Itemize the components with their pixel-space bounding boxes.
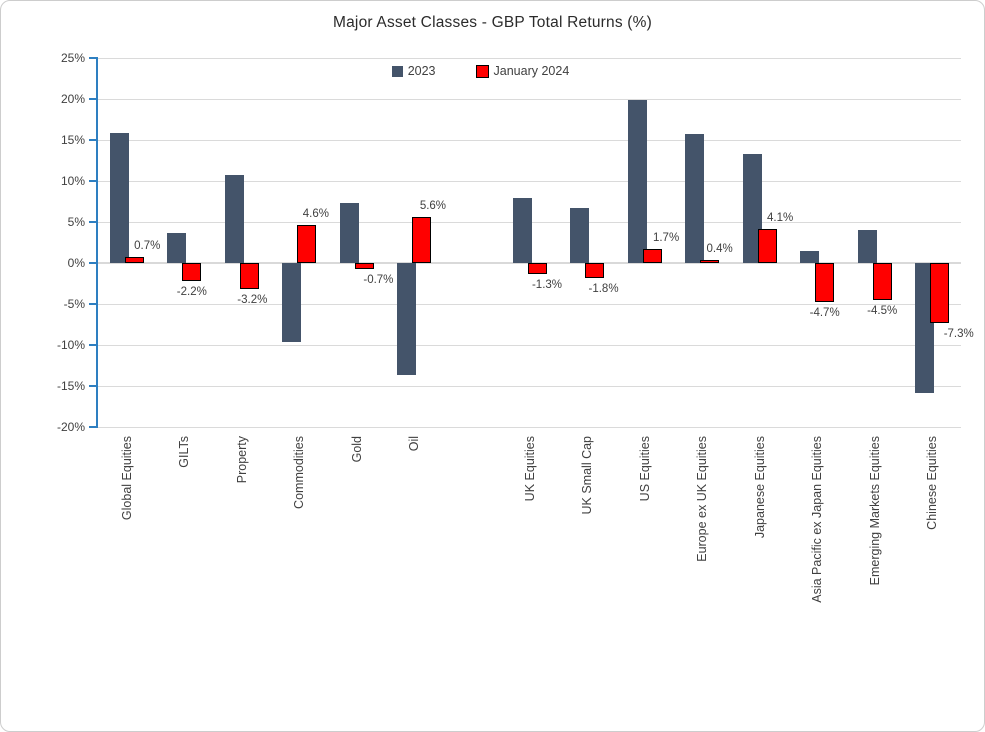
bar-jan-2024-gilts [182, 263, 202, 282]
gridline [98, 98, 961, 100]
y-axis-tick-label: 0% [67, 256, 85, 270]
legend: 2023 January 2024 [1, 64, 972, 78]
category-label-property: Property [234, 436, 249, 484]
y-axis-tick-label: -10% [56, 338, 85, 352]
bar-data-label: 5.6% [419, 200, 447, 213]
gridline [98, 426, 961, 428]
bar-2023-uk-equities [512, 198, 532, 263]
bar-data-label: -7.3% [943, 327, 974, 340]
bar-data-label: -1.3% [531, 278, 563, 291]
bar-2023-commodities [282, 263, 302, 342]
bar-jan-2024-oil [412, 217, 432, 263]
bar-data-label: -0.7% [363, 273, 394, 286]
bar-2023-gold [339, 203, 359, 263]
y-axis-tick-label: -15% [56, 379, 85, 393]
legend-marker-icon [391, 65, 403, 77]
bar-2023-emerging-markets-equities [857, 230, 877, 263]
gridline [98, 385, 961, 387]
bar-jan-2024-emerging-markets-equities [872, 263, 892, 300]
bar-jan-2024-us-equities [642, 249, 662, 263]
legend-label: January 2024 [493, 64, 570, 78]
y-axis-tick [89, 139, 98, 141]
bar-data-label: 1.7% [652, 232, 680, 245]
bar-2023-europe-ex-uk-equities [685, 134, 705, 263]
category-label-europe-ex-uk-equities: Europe ex UK Equities [695, 436, 710, 562]
legend-item-january-2024: January 2024 [475, 64, 570, 78]
bar-2023-property [224, 175, 244, 263]
category-label-us-equities: US Equities [637, 436, 652, 502]
bar-2023-oil [397, 263, 417, 376]
y-axis-tick [89, 221, 98, 223]
category-label-asia-pacific-ex-japan-equities: Asia Pacific ex Japan Equities [810, 436, 825, 603]
y-axis-line [96, 58, 98, 427]
bar-data-label: -4.7% [809, 306, 840, 319]
bar-data-label: 0.4% [706, 242, 733, 255]
y-axis-tick-label: 15% [60, 133, 85, 147]
y-axis-tick [89, 262, 98, 264]
category-label-chinese-equities: Chinese Equities [925, 436, 940, 530]
y-axis-tick [89, 57, 98, 59]
y-axis-tick-label: -5% [63, 297, 85, 311]
bar-2023-japanese-equities [742, 153, 762, 263]
legend-item-2023: 2023 [391, 64, 436, 78]
category-label-japanese-equities: Japanese Equities [752, 436, 767, 539]
y-axis-tick-label: 10% [60, 174, 85, 188]
bar-data-label: -2.2% [176, 286, 207, 299]
bar-data-label: 4.6% [302, 208, 329, 221]
bar-jan-2024-global-equities [124, 257, 144, 263]
category-label-commodities: Commodities [292, 436, 307, 509]
category-label-uk-small-cap: UK Small Cap [580, 436, 595, 515]
gridline [98, 303, 961, 305]
y-axis-tick [89, 426, 98, 428]
bar-2023-gilts [167, 232, 187, 263]
bar-jan-2024-europe-ex-uk-equities [700, 259, 720, 263]
gridline [98, 57, 961, 59]
bar-jan-2024-uk-small-cap [585, 263, 605, 278]
gridline [98, 180, 961, 182]
bar-data-label: -3.2% [237, 294, 268, 307]
y-axis-tick [89, 303, 98, 305]
chart-title: Major Asset Classes - GBP Total Returns … [333, 14, 652, 31]
bar-data-label: 0.7% [134, 240, 161, 253]
category-label-uk-equities: UK Equities [522, 436, 537, 502]
y-axis-tick [89, 98, 98, 100]
bar-2023-us-equities [627, 99, 647, 263]
y-axis-tick [89, 180, 98, 182]
gridline [98, 139, 961, 141]
legend-marker-icon [475, 64, 489, 78]
category-label-gilts: GILTs [177, 436, 192, 468]
category-label-gold: Gold [349, 436, 364, 463]
bar-jan-2024-uk-equities [527, 263, 547, 274]
bar-jan-2024-gold [354, 263, 374, 269]
bar-jan-2024-property [239, 263, 259, 290]
y-axis-tick [89, 344, 98, 346]
bar-data-label: 4.1% [767, 212, 794, 225]
category-label-emerging-markets-equities: Emerging Markets Equities [867, 436, 882, 586]
bar-2023-uk-small-cap [570, 208, 590, 263]
bar-data-label: -4.5% [867, 304, 898, 317]
bar-2023-global-equities [109, 133, 129, 263]
bar-2023-chinese-equities [915, 263, 935, 394]
y-axis-tick-label: -20% [56, 420, 85, 434]
legend-label: 2023 [407, 64, 436, 78]
y-axis-tick-label: 5% [67, 215, 85, 229]
y-axis-tick-label: 25% [60, 51, 85, 65]
bar-jan-2024-asia-pacific-ex-japan-equities [815, 263, 835, 302]
bar-2023-asia-pacific-ex-japan-equities [800, 250, 820, 263]
bar-jan-2024-chinese-equities [930, 263, 950, 323]
bar-jan-2024-japanese-equities [757, 229, 777, 263]
category-label-global-equities: Global Equities [119, 436, 134, 521]
y-axis-tick-label: 20% [60, 92, 85, 106]
gridline [98, 344, 961, 346]
bar-jan-2024-commodities [297, 225, 317, 263]
category-label-oil: Oil [407, 436, 422, 452]
y-axis-tick [89, 385, 98, 387]
bar-data-label: -1.8% [588, 282, 619, 295]
